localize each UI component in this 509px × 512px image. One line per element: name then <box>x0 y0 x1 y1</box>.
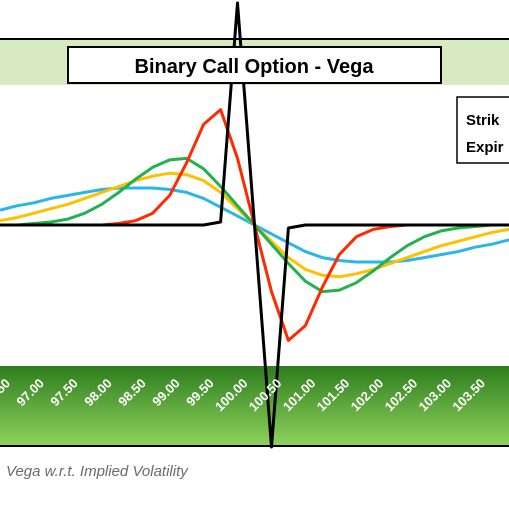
legend-box <box>456 96 509 164</box>
series-layer <box>0 1 509 449</box>
legend-line-1: Strik <box>466 112 500 129</box>
chart-title: Binary Call Option - Vega <box>135 56 375 78</box>
title-box <box>67 46 442 84</box>
legend-line-2: Expir <box>466 139 504 156</box>
figure-caption: Vega w.r.t. Implied Volatility <box>6 463 188 480</box>
x-axis-band <box>0 366 509 446</box>
series-line-0 <box>0 1 509 449</box>
